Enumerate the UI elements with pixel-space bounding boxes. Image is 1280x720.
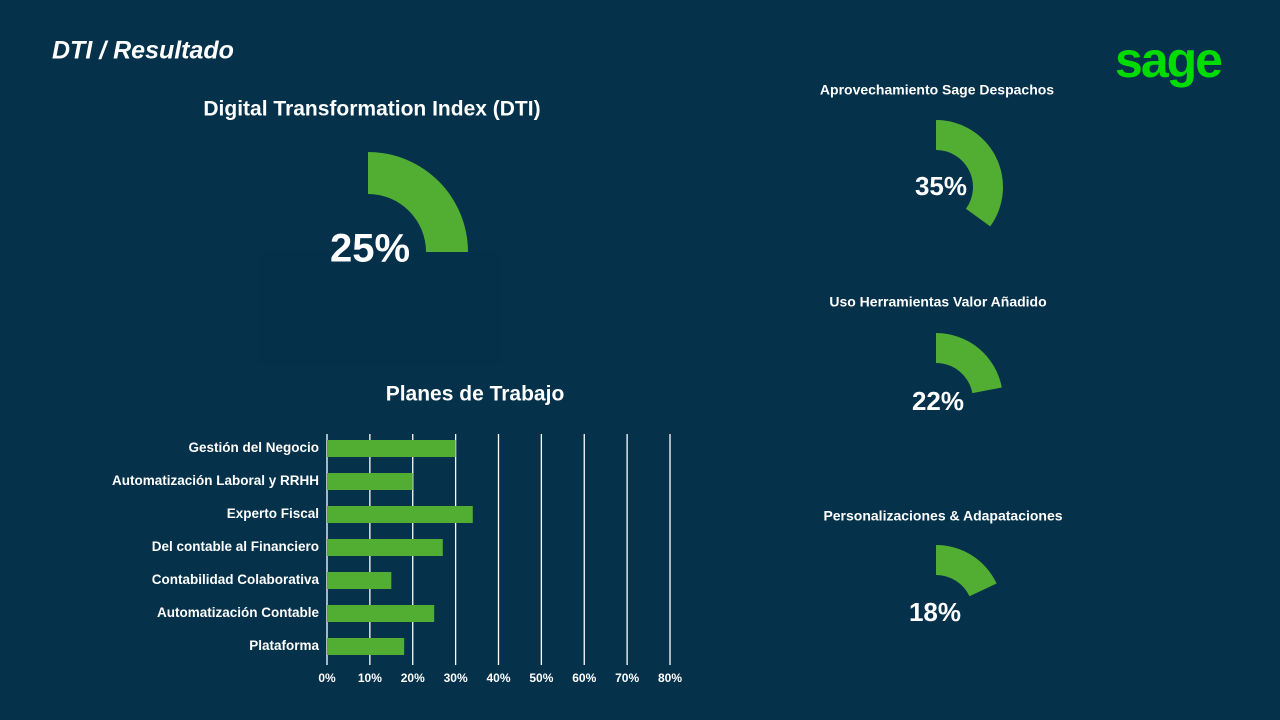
y-tick-label: Gestión del Negocio: [188, 440, 319, 455]
value-label: 22%: [912, 386, 964, 416]
x-tick-label: 40%: [486, 671, 510, 685]
chart-title: Personalizaciones & Adapataciones: [823, 508, 1062, 524]
donut-segment: [936, 545, 997, 597]
value-label: 18%: [909, 597, 961, 627]
chart-title: Digital Transformation Index (DTI): [203, 98, 540, 121]
x-tick-label: 30%: [444, 671, 468, 685]
chart-title: Uso Herramientas Valor Añadido: [829, 294, 1046, 310]
y-tick-label: Experto Fiscal: [227, 506, 319, 521]
bar: [327, 638, 405, 655]
chart-title: Planes de Trabajo: [386, 383, 565, 406]
x-tick-label: 50%: [529, 671, 553, 685]
chart-title: Aprovechamiento Sage Despachos: [820, 82, 1054, 98]
y-tick-label: Automatización Laboral y RRHH: [112, 473, 319, 488]
x-tick-label: 80%: [658, 671, 682, 685]
bar: [327, 506, 473, 523]
x-tick-label: 60%: [572, 671, 596, 685]
panel: [258, 250, 502, 365]
bar: [327, 440, 456, 457]
value-label: 35%: [915, 171, 967, 201]
donut-segment: [936, 333, 1002, 394]
x-tick-label: 70%: [615, 671, 639, 685]
y-tick-label: Del contable al Financiero: [152, 539, 319, 554]
y-tick-label: Contabilidad Colaborativa: [152, 572, 320, 587]
y-tick-label: Plataforma: [249, 638, 319, 653]
logo: sage: [1115, 32, 1222, 88]
bar: [327, 539, 443, 556]
slide-title: DTI / Resultado: [52, 37, 234, 65]
x-tick-label: 20%: [401, 671, 425, 685]
x-tick-label: 10%: [358, 671, 382, 685]
donut-segment: [368, 152, 468, 252]
bar: [327, 473, 413, 490]
bar: [327, 572, 392, 589]
value-label: 25%: [330, 227, 410, 271]
bar: [327, 605, 435, 622]
y-tick-label: Automatización Contable: [157, 605, 319, 620]
x-tick-label: 0%: [318, 671, 336, 685]
donut-segment: [936, 120, 1003, 227]
